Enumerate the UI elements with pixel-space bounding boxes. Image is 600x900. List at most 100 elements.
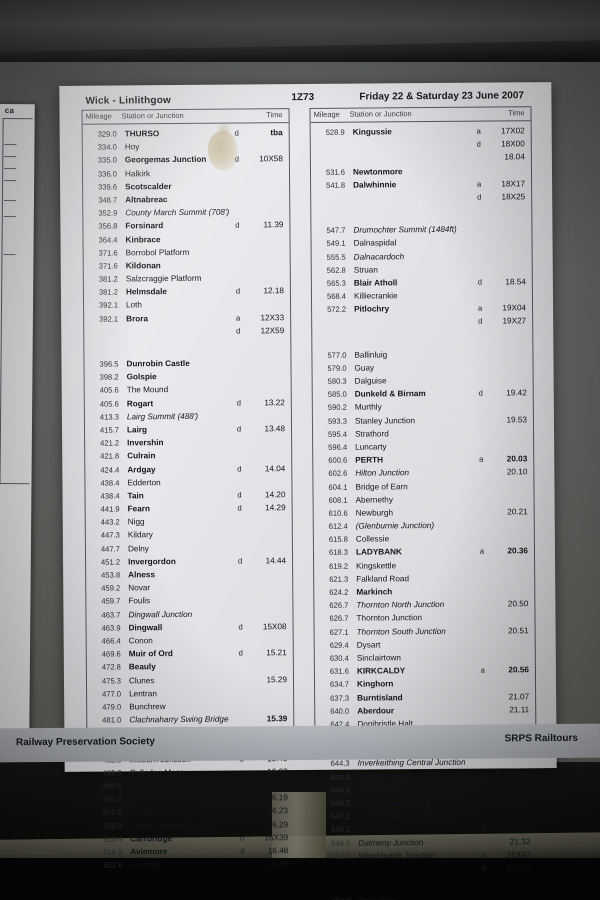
schedule-row-spacer bbox=[317, 874, 537, 895]
row-time: 15.39 bbox=[266, 714, 288, 724]
row-station-name: Markinch bbox=[356, 587, 393, 597]
row-mileage: 421.8 bbox=[100, 451, 120, 461]
row-station-name: Edderton bbox=[127, 477, 161, 488]
row-mileage: 334.0 bbox=[97, 142, 117, 152]
row-mileage: 626.7 bbox=[329, 614, 349, 624]
row-mileage: 438.4 bbox=[100, 491, 120, 501]
row-arrival-departure-flag: d bbox=[478, 388, 483, 398]
row-arrival-departure-flag: d bbox=[237, 464, 242, 474]
row-station-name: Drumochter Summit (1484ft) bbox=[353, 224, 457, 235]
schedule-row: 610.6 Newburgh 20.21 bbox=[314, 505, 534, 520]
row-mileage: 424.4 bbox=[100, 464, 120, 475]
row-arrival-departure-flag: d bbox=[482, 863, 487, 873]
train-reporting-number: 1Z73 bbox=[291, 91, 315, 104]
row-station-name: Brora bbox=[126, 313, 149, 324]
row-arrival-departure-flag: a bbox=[479, 547, 485, 557]
row-mileage: 577.0 bbox=[327, 350, 347, 360]
row-time: 16.48 bbox=[267, 846, 289, 856]
row-station-name: Thornton Junction bbox=[356, 613, 423, 623]
schedule-row: 644.4 Inverkeithing 21.21 bbox=[316, 769, 536, 784]
timetable-column-right: Mileage Station or Junction Time 528.9 Ki… bbox=[309, 106, 537, 900]
row-station-name: Loth bbox=[126, 300, 143, 310]
row-time: 16.29 bbox=[267, 819, 289, 829]
timetable-columns: Mileage Station or Junction Time 329.0 TH… bbox=[81, 106, 545, 900]
row-time: 19.53 bbox=[506, 414, 527, 425]
schedule-row: 593.3 Stanley Junction 19.53 bbox=[313, 413, 533, 428]
row-station-name: Dalnacardoch bbox=[353, 251, 405, 262]
row-mileage: 647.2 bbox=[331, 811, 351, 822]
row-station-name: Inverkeithing South Junction bbox=[357, 784, 461, 795]
header-mileage: Mileage bbox=[85, 111, 112, 121]
row-mileage: 618.3 bbox=[328, 548, 349, 558]
row-mileage: 364.4 bbox=[98, 234, 118, 245]
row-station-name: Sinclairtown bbox=[356, 653, 401, 663]
row-arrival-departure-flag: d bbox=[235, 220, 240, 230]
schedule-row: 631.6 KIRKCALDY a 20.56 bbox=[315, 663, 535, 678]
row-station-name: The Mound bbox=[126, 385, 169, 395]
row-station-name: Dunkeld & Birnam bbox=[354, 389, 426, 399]
row-station-name: Hilton Junction bbox=[355, 468, 410, 478]
row-station-name: Delny bbox=[127, 543, 149, 554]
row-mileage: 580.3 bbox=[327, 376, 347, 386]
row-time: 21.28 bbox=[509, 823, 531, 833]
schedule-row: 441.9 Fearn d 14.29 bbox=[86, 501, 292, 516]
row-arrival-departure-flag: d bbox=[476, 139, 481, 149]
row-arrival-departure-flag: a bbox=[482, 850, 487, 860]
row-mileage: 371.6 bbox=[98, 261, 118, 271]
row-time: 17X02 bbox=[500, 126, 525, 136]
row-mileage: 447.7 bbox=[100, 544, 120, 554]
row-time: 14.44 bbox=[265, 555, 287, 566]
row-station-name: Kildonan bbox=[125, 261, 161, 271]
row-station-name: Dingwall Junction bbox=[128, 609, 193, 619]
row-station-name: Dalmeny Junction bbox=[358, 837, 424, 848]
row-mileage: 405.6 bbox=[99, 399, 119, 409]
row-station-name: Aviemore bbox=[130, 847, 168, 857]
schedule-row: 405.6 Rogart d 13.22 bbox=[85, 396, 291, 411]
schedule-row: 335.0 Georgemas Junction d 10X58 bbox=[83, 153, 289, 168]
row-arrival-departure-flag: d bbox=[237, 556, 243, 566]
row-mileage: 627.1 bbox=[329, 627, 349, 637]
row-station-name: Kingskettle bbox=[356, 560, 397, 571]
row-station-name: Winchburgh Junction bbox=[358, 850, 435, 861]
row-mileage: 497.2 bbox=[102, 794, 122, 804]
row-station-name: Dalwhinnie bbox=[353, 180, 397, 190]
right-schedule-rows: 528.9 Kingussie a 17X02 d 18X00 18.04 531.6 Newt… bbox=[311, 121, 537, 900]
row-station-name: Guay bbox=[354, 363, 375, 373]
schedule-row: 381.2 Helmsdale d 12.18 bbox=[84, 284, 290, 299]
row-station-name: Strathord bbox=[355, 429, 389, 439]
timetable-column-left: Mileage Station or Junction Time 329.0 TH… bbox=[81, 108, 295, 870]
row-time: 18.54 bbox=[505, 277, 526, 287]
row-time: tba bbox=[270, 128, 283, 138]
schedule-row: 475.3 Clunes 15.29 bbox=[87, 673, 293, 688]
row-station-name: Helmsdale bbox=[125, 287, 167, 297]
row-arrival-departure-flag: a bbox=[480, 665, 486, 675]
row-time: 11.39 bbox=[263, 220, 284, 230]
row-time: 20.03 bbox=[506, 454, 528, 464]
row-mileage: 640.0 bbox=[330, 706, 350, 716]
row-station-name: Clunes bbox=[128, 675, 155, 685]
row-station-name: Bridge of Earn bbox=[355, 481, 408, 492]
row-station-name: Nigg bbox=[127, 517, 145, 527]
row-mileage: 463.7 bbox=[101, 610, 121, 620]
row-mileage: 600.6 bbox=[328, 455, 348, 465]
row-station-name: Luncarty bbox=[355, 442, 387, 452]
header-station: Station or Junction bbox=[349, 109, 412, 119]
schedule-row: 618.3 LADYBANK a 20.36 bbox=[314, 545, 534, 560]
row-mileage: 479.0 bbox=[102, 702, 122, 712]
row-station-name: North Queensferry bbox=[357, 798, 431, 808]
schedule-row: 522.6 Kincraig 16.56 bbox=[88, 857, 294, 872]
row-time: 18X00 bbox=[501, 139, 525, 149]
row-mileage: 593.3 bbox=[327, 416, 347, 426]
row-time: 21.11 bbox=[509, 704, 530, 715]
row-time: 15X08 bbox=[262, 621, 287, 632]
schedule-row-spacer bbox=[311, 203, 531, 224]
schedule-row: 640.0 Aberdour 21.11 bbox=[315, 703, 535, 718]
row-arrival-departure-flag: d bbox=[238, 622, 243, 632]
row-mileage: 644.5 bbox=[330, 785, 350, 795]
row-mileage: 531.6 bbox=[325, 167, 346, 177]
row-mileage: 516.9 bbox=[103, 847, 123, 857]
row-time: 14.20 bbox=[264, 490, 286, 500]
row-time: 13.22 bbox=[264, 397, 285, 407]
row-time: 13.48 bbox=[264, 424, 286, 434]
row-mileage: 356.8 bbox=[98, 221, 118, 231]
